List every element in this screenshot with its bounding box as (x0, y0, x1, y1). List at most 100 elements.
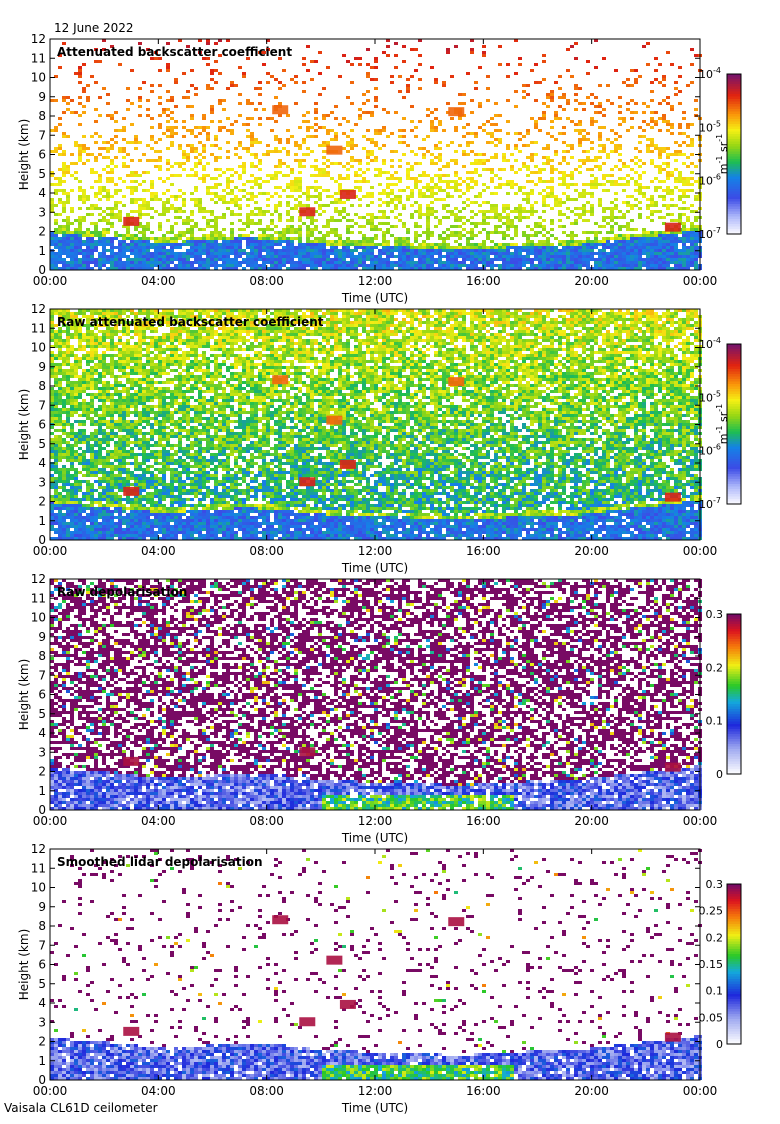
heatmap-cell (206, 255, 210, 258)
heatmap-cell (182, 255, 186, 258)
heatmap-cell (274, 192, 278, 195)
heatmap-cell (114, 120, 118, 123)
heatmap-cell (58, 237, 62, 240)
heatmap-cell (314, 159, 318, 162)
heatmap-cell (234, 255, 238, 258)
heatmap-cell (74, 72, 78, 75)
heatmap-cell (310, 255, 314, 258)
heatmap-cell (202, 261, 206, 264)
heatmap-cell (134, 147, 138, 150)
heatmap-cell (246, 213, 250, 216)
heatmap-cell (82, 111, 86, 114)
heatmap-cell (210, 213, 214, 216)
heatmap-cell (158, 123, 162, 126)
heatmap-cell (214, 183, 218, 186)
heatmap-cell (306, 147, 310, 150)
heatmap-cell (70, 231, 74, 234)
heatmap-cell (190, 225, 194, 228)
heatmap-cell (62, 228, 66, 231)
heatmap-cell (58, 147, 62, 150)
heatmap-cell (318, 264, 322, 267)
heatmap-cell (82, 264, 86, 267)
heatmap-cell (258, 210, 262, 213)
heatmap-cell (202, 156, 206, 159)
heatmap-cell (94, 258, 98, 261)
heatmap-cell (66, 246, 70, 249)
heatmap-cell (106, 171, 110, 174)
heatmap-cell (102, 189, 106, 192)
heatmap-cell (182, 168, 186, 171)
heatmap-cell (302, 243, 306, 246)
heatmap-cell (258, 162, 262, 165)
heatmap-cell (290, 249, 294, 252)
heatmap-cell (250, 144, 254, 147)
heatmap-cell (298, 216, 302, 219)
heatmap-cell (118, 252, 122, 255)
heatmap-cell (186, 243, 190, 246)
heatmap-cell (202, 240, 206, 243)
heatmap-cell (134, 198, 138, 201)
heatmap-cell (258, 81, 262, 84)
heatmap-cell (62, 261, 66, 264)
heatmap-cell (54, 240, 58, 243)
heatmap-cell (62, 234, 66, 237)
heatmap-cell (302, 114, 306, 117)
heatmap-cell (270, 234, 274, 237)
heatmap-cell (62, 111, 66, 114)
heatmap-cell (238, 213, 242, 216)
heatmap-cell (130, 102, 134, 105)
heatmap-cell (66, 201, 70, 204)
heatmap-cell (122, 138, 126, 141)
heatmap-cell (282, 246, 286, 249)
heatmap-cell (246, 135, 250, 138)
heatmap-cell (114, 252, 118, 255)
heatmap-cell (178, 234, 182, 237)
heatmap-cell (202, 264, 206, 267)
heatmap-cell (94, 261, 98, 264)
heatmap-cell (190, 150, 194, 153)
heatmap-cell (54, 177, 58, 180)
heatmap-cell (322, 240, 326, 243)
heatmap-cell (246, 243, 250, 246)
heatmap-cell (250, 261, 254, 264)
heatmap-cell (162, 201, 166, 204)
heatmap-cell (82, 135, 86, 138)
heatmap-cell (82, 198, 86, 201)
heatmap-cell (210, 225, 214, 228)
heatmap-cell (126, 87, 130, 90)
heatmap-cell (114, 258, 118, 261)
heatmap-cell (150, 255, 154, 258)
heatmap-cell (94, 120, 98, 123)
heatmap-cell (166, 258, 170, 261)
heatmap-cell (330, 216, 334, 219)
heatmap-cell (142, 264, 146, 267)
heatmap-cell (82, 192, 86, 195)
heatmap-cell (166, 66, 170, 69)
heatmap-cell (218, 252, 222, 255)
heatmap-cell (198, 162, 202, 165)
heatmap-cell (274, 258, 278, 261)
heatmap-cell (250, 165, 254, 168)
heatmap-cell (138, 210, 142, 213)
heatmap-cell (150, 147, 154, 150)
heatmap-cell (330, 201, 334, 204)
heatmap-cell (110, 144, 114, 147)
heatmap-cell (294, 228, 298, 231)
heatmap-cell (222, 252, 226, 255)
heatmap-cell (142, 231, 146, 234)
heatmap-cell (138, 240, 142, 243)
heatmap-cell (70, 111, 74, 114)
heatmap-cell (58, 177, 62, 180)
heatmap-cell (294, 255, 298, 258)
heatmap-cell (302, 57, 306, 60)
heatmap-cell (310, 240, 314, 243)
heatmap-cell (250, 138, 254, 141)
heatmap-cell (298, 144, 302, 147)
heatmap-cell (234, 237, 238, 240)
heatmap-cell (150, 264, 154, 267)
heatmap-cell (266, 237, 270, 240)
heatmap-cell (114, 261, 118, 264)
heatmap-cell (242, 261, 246, 264)
heatmap-cell (278, 252, 282, 255)
heatmap-cell (294, 207, 298, 210)
